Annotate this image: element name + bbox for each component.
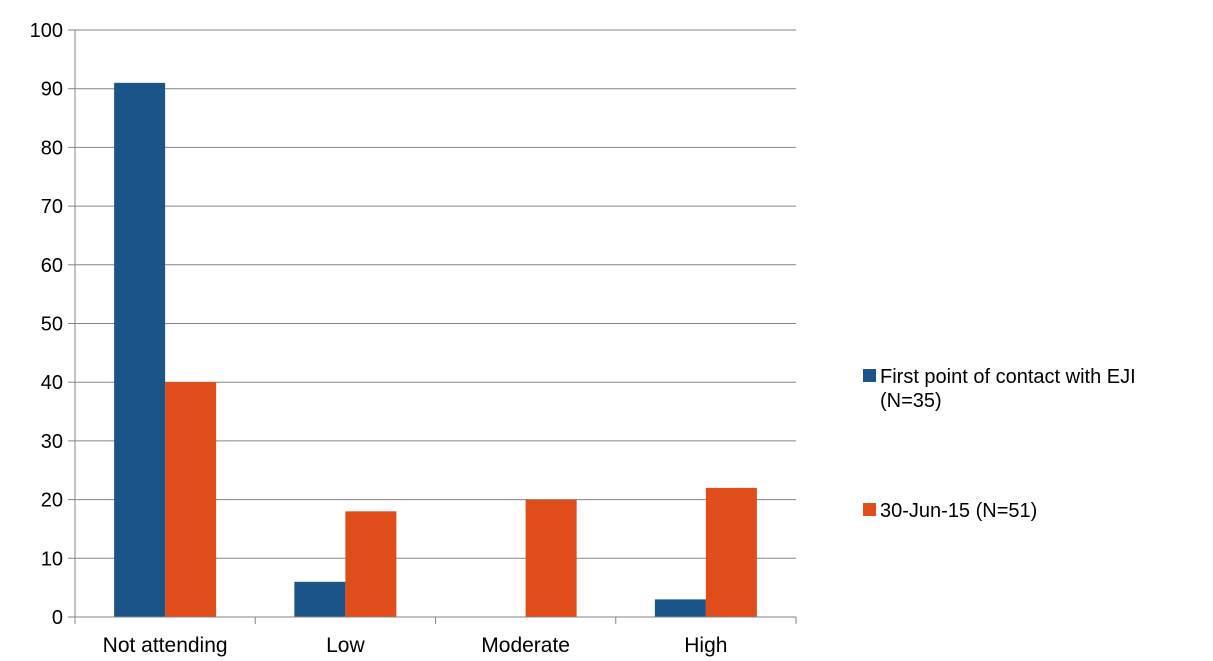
legend-label: First point of contact with EJI <box>880 366 1136 388</box>
legend: First point of contact with EJI(N=35) 30-… <box>863 366 1136 522</box>
bar-first-contact <box>294 581 346 617</box>
x-category-label: Low <box>326 634 365 657</box>
y-tick-label: 20 <box>41 490 63 512</box>
bar-first-contact <box>114 82 166 617</box>
legend-label: (N=35) <box>880 390 942 412</box>
y-tick-label: 80 <box>41 137 63 159</box>
y-tick-label: 0 <box>52 607 63 629</box>
bar-first-contact <box>654 599 706 617</box>
y-tick-label: 70 <box>41 196 63 218</box>
y-tick-label: 90 <box>41 79 63 101</box>
x-category-label: Not attending <box>103 634 228 657</box>
y-tick-label: 10 <box>41 548 63 570</box>
legend-swatch <box>863 503 876 516</box>
y-tick-label: 40 <box>41 372 63 394</box>
x-category-labels: Not attending Low Moderate High <box>103 634 728 657</box>
legend-label: 30-Jun-15 (N=51) <box>880 500 1037 522</box>
y-tick-label: 100 <box>30 20 63 42</box>
y-tick-labels: 0 10 20 30 40 50 60 70 80 90 100 <box>30 20 63 629</box>
bar-jun-2015 <box>345 511 397 617</box>
legend-swatch <box>863 369 876 382</box>
bar-jun-2015 <box>705 487 757 617</box>
x-category-label: Moderate <box>481 634 570 657</box>
x-category-label: High <box>684 634 727 657</box>
y-tick-label: 30 <box>41 431 63 453</box>
bar-jun-2015 <box>165 382 217 617</box>
bar-series <box>114 82 757 617</box>
y-tick-label: 50 <box>41 314 63 336</box>
y-tick-label: 60 <box>41 255 63 277</box>
axes <box>68 29 797 624</box>
bar-jun-2015 <box>525 499 577 617</box>
